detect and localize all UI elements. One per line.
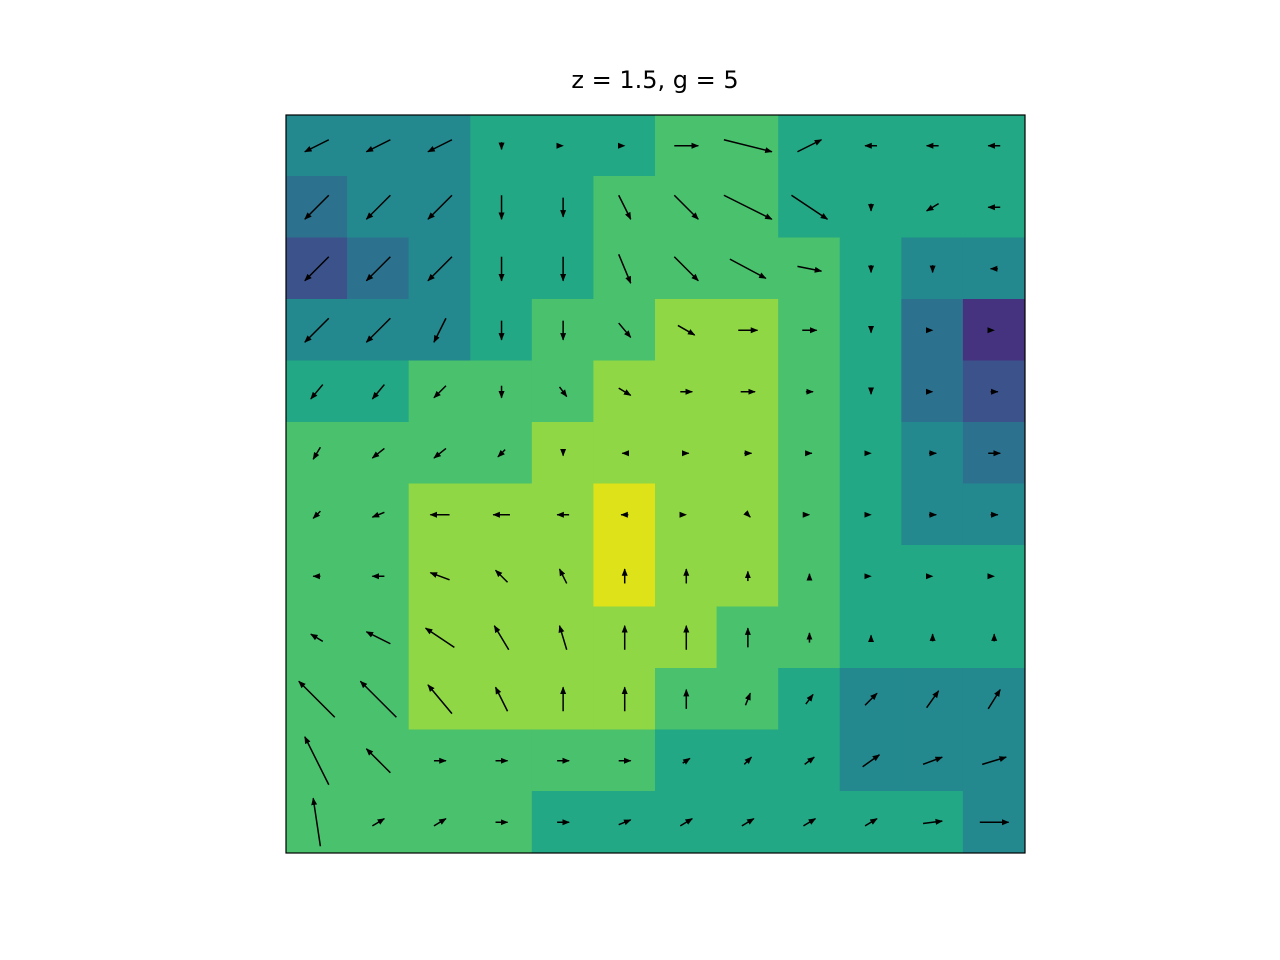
arrow [744, 692, 751, 706]
arrow [797, 265, 823, 273]
chart-title: z = 1.5, g = 5 [571, 66, 738, 94]
arrow [371, 511, 385, 518]
arrow [803, 818, 817, 827]
contour-cell [962, 299, 1025, 362]
arrow [495, 569, 509, 583]
arrow [729, 258, 767, 280]
arrow [427, 139, 453, 153]
arrow [618, 254, 632, 284]
contour-cell [901, 299, 964, 362]
arrow [304, 139, 330, 153]
arrow [673, 194, 699, 220]
arrow [981, 756, 1007, 766]
contour-cell [839, 483, 903, 546]
arrow [311, 797, 322, 847]
arrow [365, 317, 391, 343]
arrow [365, 194, 391, 220]
arrow [433, 317, 447, 343]
arrow [558, 625, 568, 650]
arrow [310, 384, 324, 400]
plot-frame [285, 114, 1026, 854]
arrow [922, 818, 943, 825]
arrow [618, 387, 632, 396]
arrow [679, 818, 693, 827]
arrow [743, 510, 751, 518]
contour-cell [962, 545, 1025, 608]
arrow [618, 194, 632, 220]
arrow [723, 194, 773, 220]
arrow [304, 317, 330, 343]
arrow [371, 384, 385, 400]
arrow [429, 571, 450, 581]
contour-cell [778, 483, 841, 546]
arrow [298, 680, 336, 718]
arrow [427, 256, 453, 282]
arrow [493, 625, 510, 651]
arrow [618, 322, 632, 339]
arrow [805, 693, 814, 705]
arrow [558, 386, 568, 398]
arrow [862, 754, 881, 768]
arrow [723, 139, 773, 154]
arrow [987, 689, 1001, 710]
arrow [312, 510, 321, 519]
arrow [925, 203, 940, 212]
arrow [424, 627, 455, 648]
arrow [312, 446, 322, 460]
arrow [365, 256, 391, 282]
arrow [433, 447, 447, 459]
arrow [864, 818, 878, 827]
contour-cell [655, 483, 718, 546]
arrow [791, 194, 829, 220]
arrow [922, 756, 943, 766]
arrow [804, 756, 815, 765]
contour-cell [593, 115, 656, 177]
arrow [365, 631, 391, 645]
arrow [433, 818, 447, 827]
arrow [427, 684, 453, 715]
arrow [371, 447, 385, 459]
arrow [743, 756, 753, 765]
arrow [359, 680, 397, 718]
arrow [427, 194, 453, 220]
contour-cell [901, 360, 964, 423]
arrow [494, 686, 509, 712]
arrow [304, 736, 330, 786]
arrow [304, 256, 330, 282]
arrow [497, 449, 506, 458]
arrow [371, 818, 386, 827]
arrow [926, 690, 940, 709]
arrow [365, 139, 391, 153]
contour-cell [531, 115, 595, 177]
quiver [298, 139, 1010, 847]
contour-field [286, 115, 1025, 853]
arrow [304, 194, 330, 220]
arrow [433, 385, 447, 399]
arrow [618, 819, 632, 826]
arrow [797, 139, 823, 153]
arrow [677, 324, 696, 336]
contour-cell [901, 545, 964, 608]
contour-cell [839, 545, 903, 608]
contour-cell [839, 422, 903, 485]
arrow [741, 818, 755, 827]
arrow [310, 633, 324, 642]
arrow [864, 692, 878, 706]
arrow [558, 568, 568, 584]
arrow [673, 256, 699, 282]
arrow [682, 757, 691, 765]
arrow [365, 748, 391, 774]
